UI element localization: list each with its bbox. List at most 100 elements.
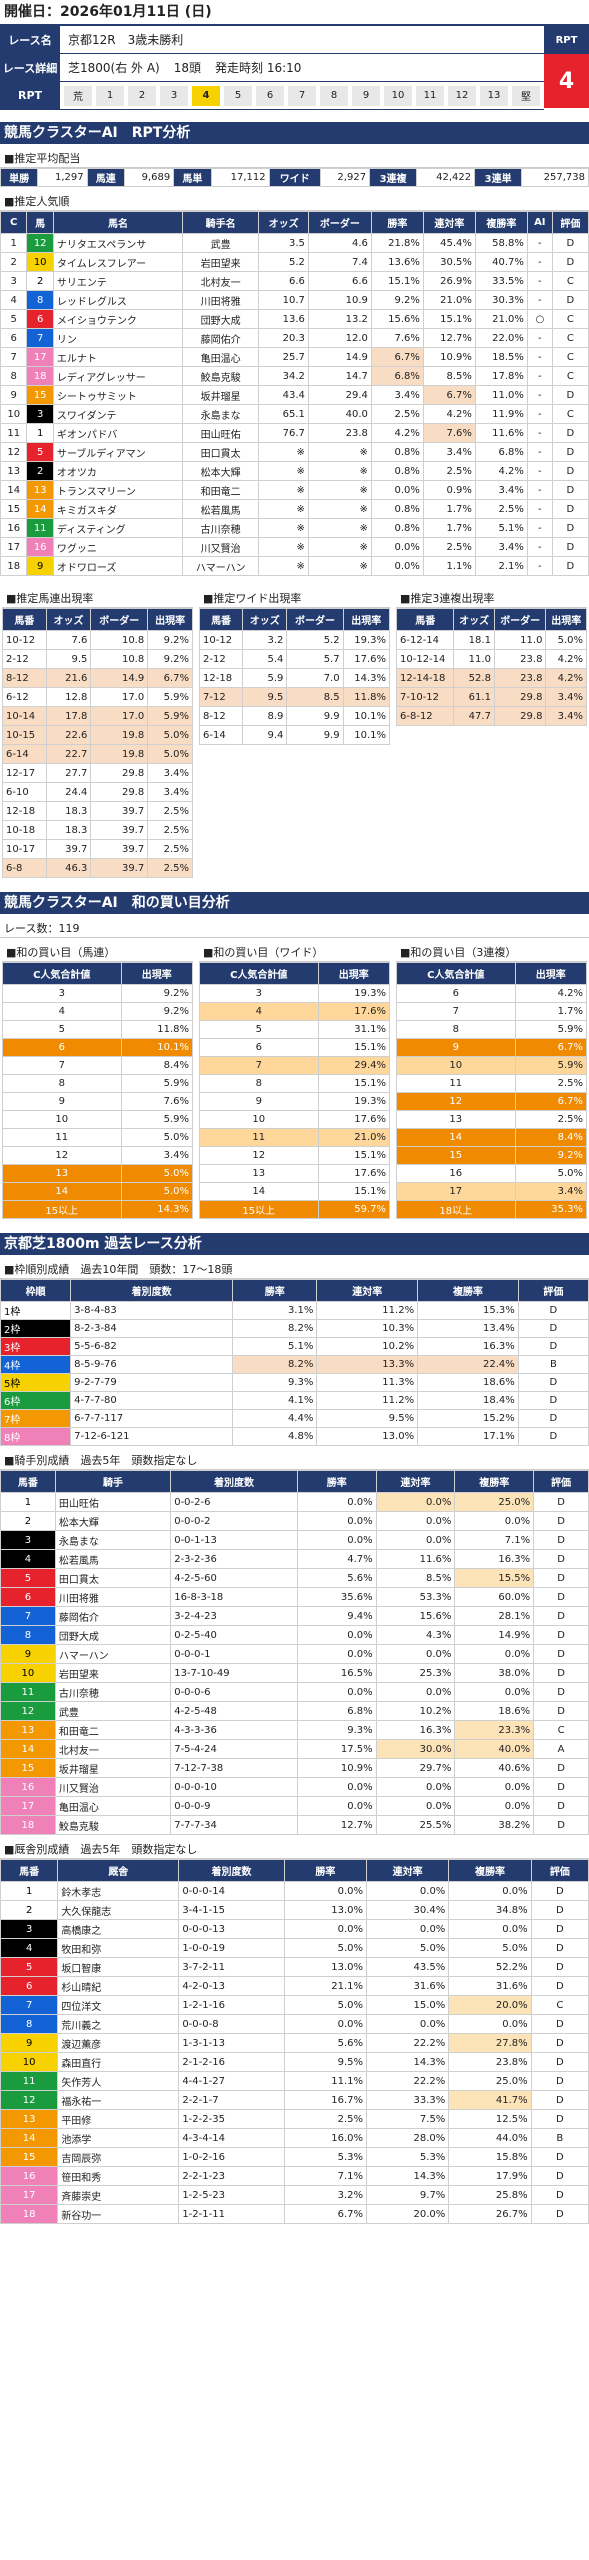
cell: 15以上: [2, 1200, 122, 1219]
cell: 平田修: [57, 2109, 180, 2129]
column-header: 騎手名: [182, 211, 260, 234]
cell: 和田竜二: [182, 480, 260, 500]
table-row: 18 新谷功一 1-2-1-11 6.7% 20.0% 26.7% D: [0, 2204, 589, 2224]
cell: D: [533, 1682, 589, 1702]
cell: 0-0-0-2: [170, 1511, 298, 1531]
race-post-time: 発走時刻 16:10: [215, 61, 302, 75]
cell: 13.4%: [417, 1319, 519, 1338]
cell: レッドレグルス: [52, 290, 184, 310]
cell: 松本大輝: [54, 1511, 172, 1531]
cell: -: [526, 442, 553, 462]
cell: 高橋康之: [57, 1919, 180, 1939]
cell: 3.4%: [422, 442, 476, 462]
cell: D: [551, 385, 589, 405]
cell: 5.0%: [448, 1938, 532, 1958]
cell: D: [551, 290, 589, 310]
cell: 2.5%: [474, 499, 528, 519]
cell: D: [533, 1625, 589, 1645]
cell: 14: [26, 499, 54, 519]
table-row: 10 5.9%: [2, 1110, 194, 1129]
trio-table: 馬番 オッズ ボーダー 出現率 6-12-14 18.1 11.0 5.0% 10-12-14 1…: [395, 608, 587, 726]
cell: 5: [2, 1020, 122, 1039]
rpt-cell: 堅: [512, 85, 540, 106]
cell: 65.1: [258, 404, 309, 424]
column-header: 馬番: [0, 1859, 59, 1882]
cell: D: [517, 1391, 589, 1410]
cell: -: [526, 518, 553, 538]
cell: 6.8%: [370, 366, 424, 386]
cell: 14: [0, 480, 28, 500]
cell: 4: [0, 1549, 56, 1569]
cell: 12: [0, 1701, 56, 1721]
cell: 2.5%: [370, 404, 424, 424]
cell: 3: [0, 271, 28, 291]
cell: 3.2%: [283, 2185, 368, 2205]
cell: 41.7%: [448, 2090, 532, 2110]
cell: 4.2%: [514, 984, 588, 1003]
cell: 23.8: [307, 423, 372, 443]
cell: ※: [307, 442, 372, 462]
cell: 3.1%: [232, 1301, 318, 1320]
cell: -: [526, 556, 553, 576]
cell: 18: [26, 366, 54, 386]
cell: ナリタエスペランサ: [52, 233, 184, 253]
cell: 22.2%: [365, 2033, 450, 2053]
cell: 8.4%: [514, 1128, 588, 1147]
cell: 12-17: [2, 763, 47, 783]
cell: 12.7%: [422, 328, 476, 348]
cell: 4-4-1-27: [178, 2071, 285, 2091]
cell: 14.3%: [365, 2052, 450, 2072]
cell: 6-10: [2, 782, 47, 802]
table-row: 5 田口貫太 4-2-5-60 5.6% 8.5% 15.5% D: [0, 1568, 589, 1588]
cell: 24.4: [45, 782, 92, 802]
table-row: 14 8.4%: [396, 1128, 588, 1147]
cell: D: [533, 1815, 589, 1835]
table-row: 7-12 9.5 8.5 11.8%: [198, 687, 391, 707]
column-header: 勝率: [283, 1859, 368, 1882]
cell: 10.8: [90, 630, 149, 650]
cell: 18.4%: [417, 1391, 519, 1410]
table-row: 8枠 7-12-6-121 4.8% 13.0% 17.1% D: [0, 1427, 589, 1446]
payout-value: 17,112: [210, 168, 270, 187]
rpt-cell: 9: [352, 85, 380, 106]
cell: 15: [0, 2147, 59, 2167]
cell: -: [526, 499, 553, 519]
cell: 2.5%: [147, 801, 193, 821]
cell: 4-2-0-13: [178, 1976, 285, 1996]
trio-heading: ■推定3連複出現率: [396, 590, 587, 608]
race-count: レース数：119: [0, 920, 589, 938]
cell: 7: [0, 1995, 59, 2015]
cell: 10.9%: [296, 1758, 377, 1778]
cell: 19.8: [90, 725, 149, 745]
race-course: 芝1800(右 外 A): [68, 61, 160, 75]
cell: 58.8%: [474, 233, 528, 253]
cell: 60.0%: [454, 1587, 535, 1607]
cell: 2.5%: [283, 2109, 368, 2129]
cell: 15.0%: [365, 1995, 450, 2015]
payout-label: 馬単: [173, 168, 212, 187]
table-row: 1 田山旺佑 0-0-2-6 0.0% 0.0% 25.0% D: [0, 1492, 589, 1512]
cell: 7.1%: [454, 1530, 535, 1550]
cell: 0.0%: [283, 2014, 368, 2034]
table-row: 7 四位洋文 1-2-1-16 5.0% 15.0% 20.0% C: [0, 1995, 589, 2015]
cell: 5: [0, 1957, 59, 1977]
cell: 4: [2, 1002, 122, 1021]
cell: 13.2: [307, 309, 372, 329]
cell: 2.5%: [147, 839, 193, 859]
cell: 6: [199, 1038, 319, 1057]
cell: 20.0%: [365, 2204, 450, 2224]
cell: 7.0: [286, 668, 344, 688]
cell: 39.7: [90, 801, 149, 821]
cell: 38.0%: [454, 1663, 535, 1683]
cell: 鮫島克駿: [182, 366, 260, 386]
cell: 松若風馬: [182, 499, 260, 519]
cell: 17.6%: [342, 649, 391, 669]
cell: 17.8%: [474, 366, 528, 386]
cell: ※: [307, 461, 372, 481]
section-rpt-analysis: 競馬クラスターAI RPT分析: [0, 122, 589, 144]
cell: 10: [199, 1110, 319, 1129]
cell: 0.0%: [454, 1511, 535, 1531]
cell: D: [533, 1777, 589, 1797]
table-row: 12-17 27.7 29.8 3.4%: [2, 763, 193, 783]
table-row: 16 5.0%: [396, 1164, 588, 1183]
